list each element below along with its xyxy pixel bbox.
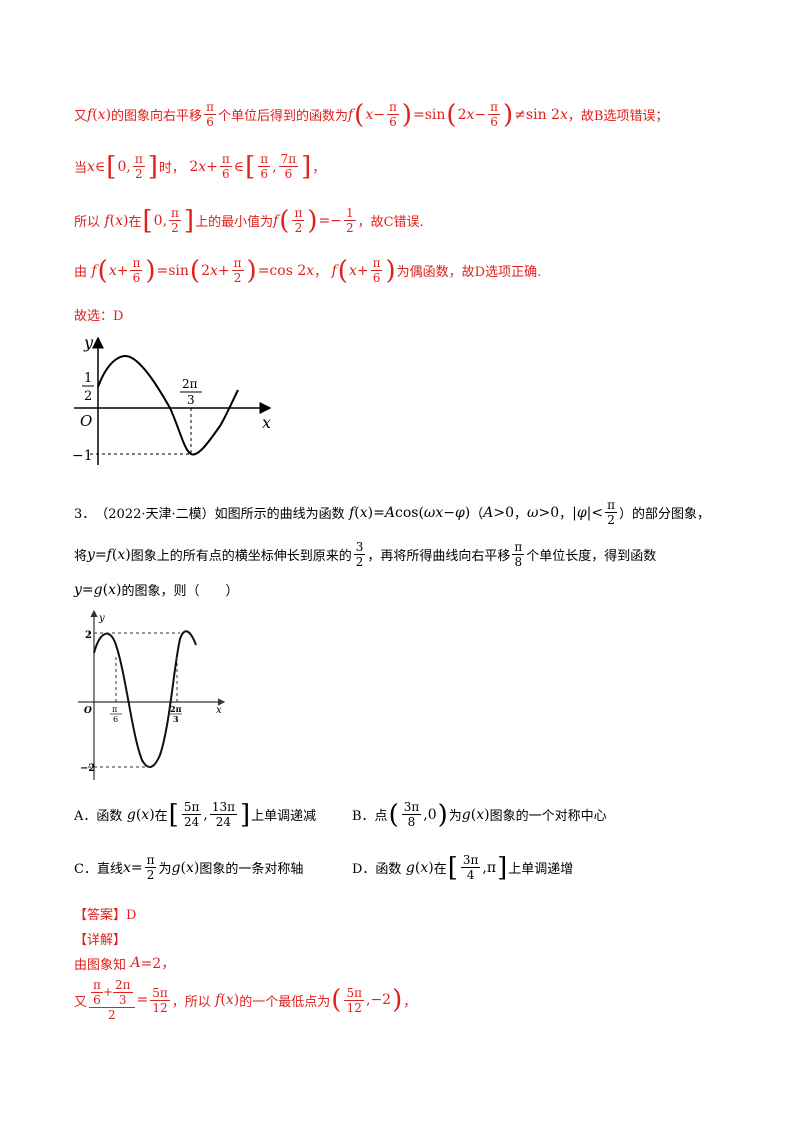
text-fragment: ）的部分图象， [619,507,711,522]
text-fragment: 所以 [74,215,101,230]
text-fragment: ， [514,507,528,522]
text-fragment: ，所以 [171,994,211,1010]
option-b-label: B．点 [352,809,388,824]
text-fragment: 上的最小值为 [195,215,274,230]
text-fragment: 的一个最低点为 [239,994,331,1010]
detail-tag: 【详解】 [74,929,126,948]
text-fragment: 在 [154,809,168,824]
question-number: 3． [74,507,96,522]
text-fragment: 又 [74,109,88,124]
y-axis-label: y [98,613,105,624]
origin-label: O [80,412,92,430]
option-c[interactable]: C．直线 x = π 2 为 g(x) 图象的一条对称轴 [74,853,304,882]
x-mark2-denominator: 3 [173,714,179,724]
text-fragment: ，故C错误. [357,215,424,230]
figure-2-cosine-graph: y x O 2 −2 π 6 2π 3 [78,609,226,780]
min-value-label: −1 [72,448,93,464]
text-fragment: 图象的一个对称中心 [489,809,607,824]
text-fragment: 当 [74,161,88,176]
option-a-label: A．函数 [74,809,123,824]
origin-label: O [84,706,92,716]
text-fragment: 在 [433,862,447,877]
text-fragment: 为偶函数，故D选项正确. [396,265,542,280]
x-mark-denominator: 3 [187,393,195,407]
text-fragment: ， [559,507,573,522]
text-fragment: ，故B选项错误； [567,109,669,124]
conclusion-line: 故选：D [74,305,123,324]
option-d[interactable]: D．函数 g(x) 在 [3π 4 ,π] 上单调递增 [352,852,574,883]
text-fragment: 的图象，则（ ） [121,584,239,599]
sine-curve [97,355,239,456]
text-fragment: 个单位后得到的函数为 [217,109,348,124]
math-fx: f [87,106,93,123]
x-mark2-numerator: 2π [170,704,182,714]
text-fragment: 由 [74,265,88,280]
x-mark1-denominator: 6 [113,715,118,724]
answer-tag: 【答案】D [74,904,136,923]
x-axis-label: x [216,705,222,716]
x-axis-label: x [262,413,271,432]
text-fragment: 将 [74,549,88,564]
x-mark-numerator: 2π [182,377,198,391]
x-mark1-numerator: π [112,705,117,714]
text-fragment: ， [403,994,417,1010]
cosine-curve [93,630,197,768]
text-fragment: 为 [158,862,172,877]
text-fragment: 上单调递减 [251,809,317,824]
solution-line-range: 当 x ∈[0, π 2] 时， 2 x + π 6 ∈[π 6, 7π 6] ， [74,151,326,182]
y-tick-numerator: 1 [84,371,92,386]
conclusion-text: 故选：D [74,309,124,324]
solution-line-minimum: 所以 f(x) 在 [0, π 2] 上的最小值为 f(π 2) =− 1 2 ，故C错误. [74,205,424,236]
text-fragment: （ [470,507,484,522]
answer-line-1: 由图象知 A =2， [74,955,176,973]
text-fragment: 的图象向右平移 [111,109,203,124]
question-3-line3: y = g(x) 的图象，则（ ） [74,581,239,600]
option-b[interactable]: B．点 (3π 8,0) 为 g(x) 图象的一个对称中心 [352,799,607,830]
text-fragment: 如图所示的曲线为函数 [214,507,345,522]
text-fragment: ， [314,265,328,280]
text-fragment: 个单位长度，得到函数 [526,549,657,564]
option-d-label: D．函数 [352,862,402,877]
text-fragment: 上单调递增 [508,862,574,877]
text-fragment: ，再将所得曲线向右平移 [367,549,511,564]
y-axis-label: y [83,333,94,352]
text-fragment: 为 [448,809,462,824]
text-fragment: ， [312,161,326,176]
detail-text: 【详解】 [74,933,127,948]
text-fragment: 又 [74,994,88,1010]
figure-1-sine-graph: y x O 1 2 2π 3 −1 [72,333,272,465]
answer-text: 【答案】D [74,908,137,923]
text-fragment: 时， [158,161,185,176]
text-fragment: 由图象知 [74,957,127,973]
text-fragment: 图象的一条对称轴 [199,862,304,877]
option-a[interactable]: A．函数 g(x) 在 [5π 24, 13π 24] 上单调递减 [74,799,317,830]
text-fragment: 在 [128,215,142,230]
y-tick-denominator: 2 [84,389,92,404]
y-min-label: −2 [80,763,95,774]
y-max-label: 2 [85,630,92,641]
option-c-label: C．直线 [74,862,123,877]
question-source: （2022·天津·二模） [95,507,215,522]
text-fragment: 图象上的所有点的横坐标伸长到原来的 [130,549,352,564]
answer-line-2: 又 π 6 +2π 3 2 = 5π 12 ，所以 f(x) 的一个最低点为 (5π 12 ,−… [74,978,417,1022]
